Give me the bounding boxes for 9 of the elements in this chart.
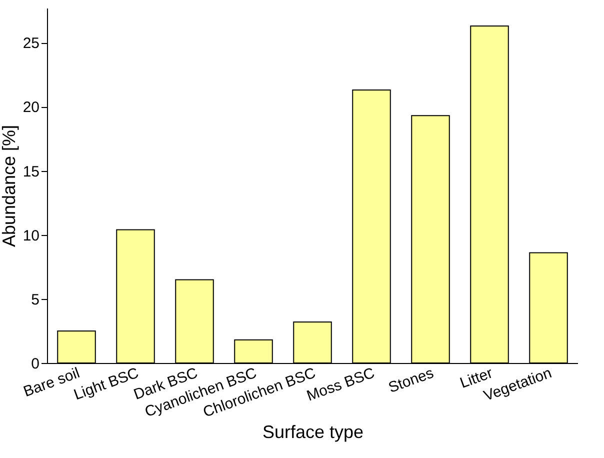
x-tick-label: Stones <box>386 364 436 397</box>
y-tick-label: 15 <box>22 163 40 180</box>
y-axis-title: Abundance [%] <box>0 124 19 248</box>
y-tick-label: 20 <box>22 99 40 116</box>
y-tick-label: 5 <box>31 291 40 308</box>
y-tick-label: 10 <box>22 227 40 244</box>
y-tick-label: 0 <box>31 356 40 372</box>
x-axis-title: Surface type <box>262 422 364 442</box>
y-tick-label: 25 <box>22 35 40 52</box>
